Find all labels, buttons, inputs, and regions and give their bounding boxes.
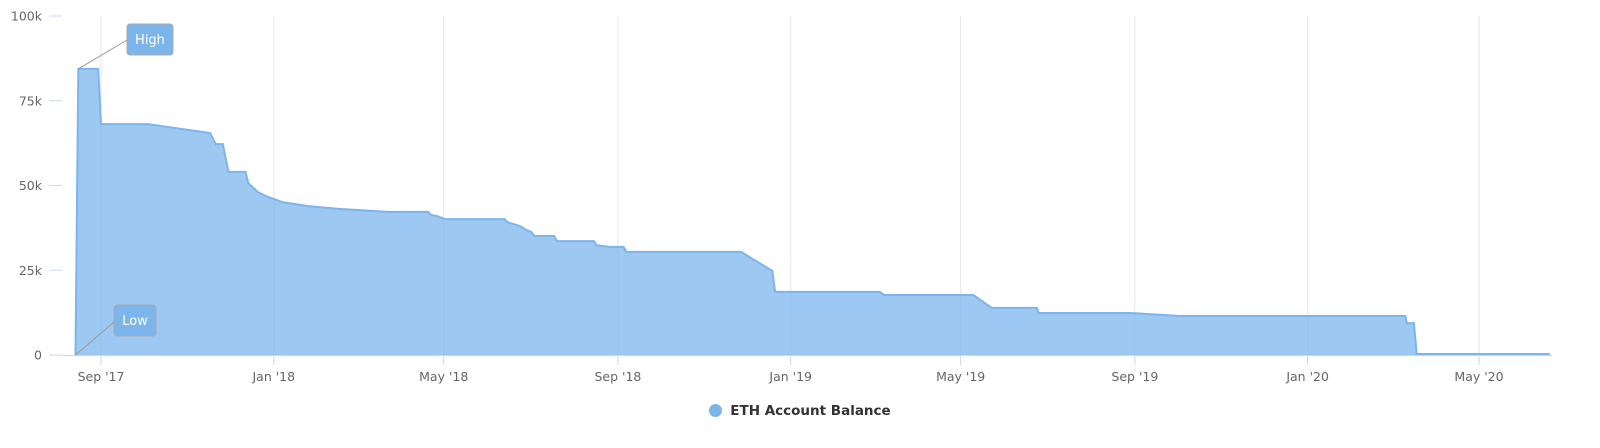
- y-tick-label: 75k: [19, 93, 43, 108]
- x-tick-label: May '19: [936, 369, 985, 384]
- legend-label: ETH Account Balance: [730, 403, 891, 419]
- area-line[interactable]: [74, 67, 1550, 356]
- x-tick-label: Sep '19: [1111, 369, 1158, 384]
- x-tick-label: May '18: [419, 369, 468, 384]
- y-tick-label: 100k: [11, 9, 43, 24]
- annotation-label: High: [135, 33, 165, 48]
- x-tick-label: Sep '18: [594, 369, 641, 384]
- area-fill: [75, 68, 1550, 356]
- y-axis: 0 25k 50k 75k 100k: [11, 9, 62, 363]
- circle-marker-icon: [709, 404, 723, 417]
- y-tick-label: 0: [34, 348, 42, 363]
- legend[interactable]: ETH Account Balance: [0, 403, 1600, 419]
- annotation-box: [126, 23, 174, 56]
- y-tick-label: 25k: [19, 263, 43, 278]
- x-tick-label: Sep '17: [78, 369, 125, 384]
- x-tick-label: May '20: [1454, 369, 1503, 384]
- annotations: High Low: [75, 23, 174, 356]
- annotation-connector: [75, 321, 115, 356]
- y-tick-label: 50k: [19, 178, 43, 193]
- annotation-box: [113, 304, 157, 337]
- x-tick-label: Jan '19: [768, 369, 812, 384]
- x-tick-label: Jan '18: [251, 369, 295, 384]
- x-gridlines: [100, 16, 1480, 355]
- x-axis: Sep '17 Jan '18 May '18 Sep '18 Jan '19 May '…: [62, 355, 1552, 384]
- series-eth-balance[interactable]: [74, 67, 1550, 356]
- x-tick-label: Jan '20: [1285, 369, 1329, 384]
- annotation-label: Low: [122, 314, 148, 329]
- annotation-connector: [78, 39, 128, 70]
